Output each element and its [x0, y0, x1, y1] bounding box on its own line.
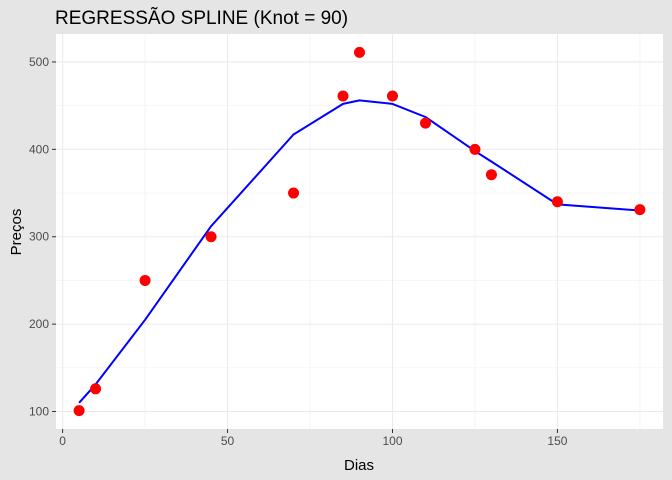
y-tick-label: 100 — [29, 405, 49, 419]
data-point — [469, 143, 481, 155]
chart-title: REGRESSÃO SPLINE (Knot = 90) — [55, 7, 348, 29]
x-axis-title: Dias — [344, 457, 374, 474]
data-point — [337, 90, 349, 102]
spline-line-layer — [78, 99, 640, 404]
y-tick-label: 300 — [29, 230, 49, 244]
x-tick-label: 50 — [221, 434, 235, 448]
y-tick-label: 400 — [29, 142, 49, 156]
data-point — [419, 117, 431, 129]
x-tick-label: 150 — [547, 434, 567, 448]
data-point — [485, 169, 497, 181]
data-point — [634, 204, 646, 216]
data-point — [354, 46, 365, 58]
data-point — [90, 383, 102, 395]
grid-lines — [56, 34, 663, 429]
data-point — [386, 90, 398, 102]
plot-panel — [56, 34, 663, 429]
data-point — [551, 196, 563, 208]
y-axis-title: Preços — [8, 209, 25, 256]
y-axis: 100 200 300 400 500 — [29, 55, 56, 419]
data-points-layer — [73, 46, 646, 417]
data-point — [288, 187, 300, 199]
y-tick-label: 500 — [29, 55, 49, 69]
x-tick-label: 0 — [59, 434, 66, 448]
data-point — [205, 231, 217, 243]
y-tick-label: 200 — [29, 317, 49, 331]
x-tick-label: 100 — [382, 434, 402, 448]
data-point — [139, 274, 151, 286]
x-axis: 0 50 100 150 — [59, 429, 568, 448]
spline-fit-line — [78, 99, 640, 404]
data-point — [73, 405, 85, 417]
